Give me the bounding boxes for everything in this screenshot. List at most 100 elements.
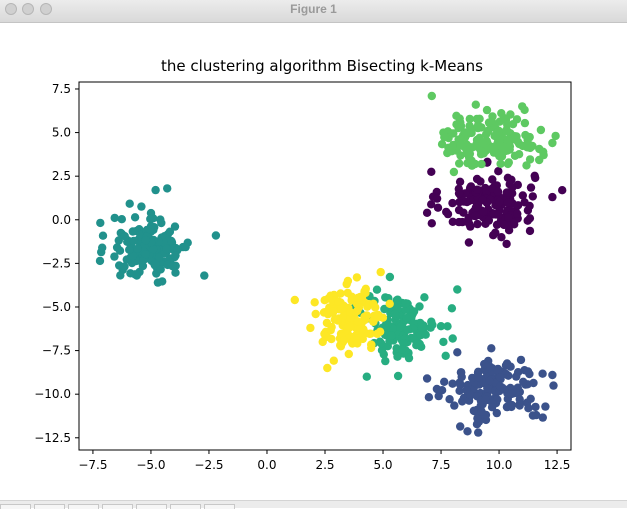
data-point: [501, 361, 511, 370]
data-point: [401, 299, 410, 308]
data-point: [454, 217, 464, 227]
data-point: [471, 203, 481, 212]
data-point: [162, 244, 171, 254]
data-point: [475, 114, 484, 124]
data-point: [492, 220, 502, 229]
y-axis: 7.5 5.0 2.5 0.0 −2.5 −5.0 −7.5 −10.0 −12.5: [34, 82, 79, 445]
window-titlebar: Figure 1: [0, 0, 627, 23]
data-point: [323, 363, 332, 373]
scatter-plot: the clustering algorithm Bisecting k-Mea…: [34, 57, 572, 472]
data-point: [390, 309, 399, 319]
data-point: [473, 414, 482, 423]
data-point: [538, 413, 547, 422]
minimize-window-icon[interactable]: [22, 3, 34, 15]
data-point: [120, 262, 129, 271]
data-point: [481, 395, 490, 404]
zoom-window-icon[interactable]: [40, 3, 52, 15]
data-point: [476, 177, 485, 186]
data-point: [342, 279, 351, 289]
data-point: [98, 231, 108, 240]
data-point: [306, 323, 315, 333]
data-point: [157, 218, 166, 228]
data-point: [422, 374, 432, 383]
data-point: [150, 259, 160, 269]
data-point: [515, 401, 524, 410]
data-point: [484, 216, 493, 225]
data-point: [548, 138, 557, 148]
data-point: [503, 198, 513, 207]
data-point: [558, 186, 567, 195]
data-point: [156, 265, 165, 274]
y-tick-label: −5.0: [42, 300, 71, 314]
y-tick-label: 2.5: [52, 169, 71, 183]
data-point: [507, 400, 517, 410]
data-point: [480, 359, 489, 369]
data-point: [353, 293, 362, 303]
points-layer: [95, 91, 567, 437]
data-point: [456, 422, 465, 431]
x-tick-label: −2.5: [194, 458, 223, 472]
data-point: [486, 144, 495, 153]
data-point: [464, 238, 474, 247]
x-tick-label: −5.0: [136, 458, 165, 472]
x-tick-label: 5.0: [373, 458, 392, 472]
data-point: [487, 403, 497, 412]
data-point: [455, 177, 465, 186]
data-point: [427, 200, 436, 209]
data-point: [385, 272, 395, 282]
data-point: [125, 199, 134, 208]
data-point: [519, 377, 528, 386]
data-point: [326, 326, 335, 335]
data-point: [323, 309, 333, 319]
data-point: [393, 371, 403, 381]
data-point: [137, 202, 146, 211]
cluster-2-points: [95, 184, 221, 287]
data-point: [436, 322, 446, 331]
data-point: [167, 236, 176, 246]
cluster-4-points: [427, 91, 560, 177]
data-point: [482, 105, 492, 115]
data-point: [110, 252, 119, 261]
close-window-icon[interactable]: [5, 3, 17, 15]
data-point: [499, 220, 509, 230]
data-point: [548, 192, 557, 202]
data-point: [145, 225, 155, 234]
data-point: [170, 222, 180, 231]
x-tick-label: 12.5: [544, 458, 571, 472]
data-point: [420, 293, 429, 302]
data-point: [454, 123, 463, 133]
data-point: [485, 376, 494, 386]
data-point: [322, 318, 332, 328]
data-point: [520, 118, 530, 128]
data-point: [373, 329, 382, 338]
data-point: [487, 344, 496, 353]
data-point: [320, 296, 329, 305]
data-point: [454, 189, 464, 198]
data-point: [448, 142, 457, 151]
data-point: [520, 105, 529, 115]
data-point: [523, 143, 532, 152]
data-point: [463, 427, 472, 436]
data-point: [337, 304, 346, 314]
data-point: [128, 251, 137, 261]
data-point: [441, 351, 450, 360]
data-point: [380, 304, 389, 314]
data-point: [448, 217, 457, 226]
data-point: [153, 278, 163, 287]
data-point: [346, 308, 355, 317]
data-point: [149, 245, 158, 254]
x-tick-label: −7.5: [78, 458, 107, 472]
data-point: [469, 406, 478, 415]
data-point: [465, 114, 474, 124]
data-point: [318, 337, 327, 347]
data-point: [362, 372, 371, 381]
data-point: [387, 331, 396, 340]
cluster-3-points: [346, 272, 462, 381]
data-point: [491, 131, 500, 140]
data-point: [376, 267, 385, 277]
data-point: [353, 317, 362, 326]
data-point: [437, 140, 447, 149]
data-point: [473, 219, 482, 229]
data-point: [95, 256, 105, 266]
data-point: [165, 227, 175, 236]
